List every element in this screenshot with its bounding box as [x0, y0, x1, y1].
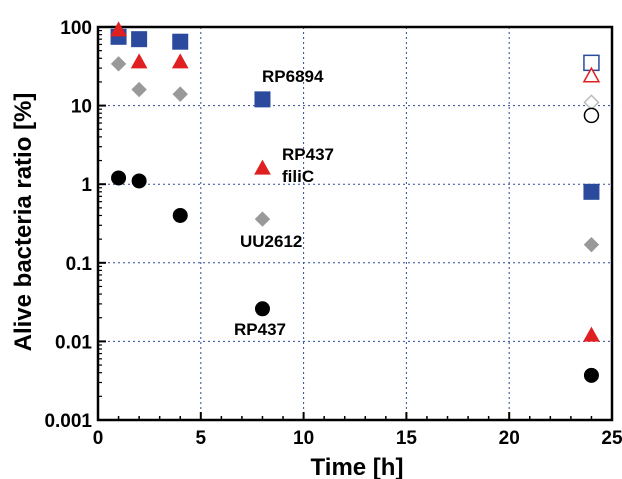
- x-tick-label: 20: [499, 428, 520, 449]
- annotation-rp437-upper: RP437: [282, 145, 334, 164]
- x-tick-label: 25: [601, 428, 622, 449]
- data-point-square: [583, 183, 600, 200]
- x-tick-label: 5: [196, 428, 207, 449]
- y-tick-label: 0.001: [44, 411, 92, 432]
- grid: [98, 27, 612, 420]
- data-point-circle: [254, 301, 270, 317]
- data-point-circle-open: [583, 107, 600, 124]
- x-tick-labels: 0 5 10 15 20 25: [93, 428, 622, 449]
- data-point-diamond: [172, 86, 188, 102]
- y-axis-title: Alive bacteria ratio [%]: [10, 93, 37, 352]
- x-tick-label: 10: [293, 428, 314, 449]
- data-point-diamond: [131, 81, 147, 98]
- data-point-triangle: [130, 53, 148, 69]
- data-point-circle: [172, 207, 188, 223]
- data-point-diamond: [254, 211, 271, 227]
- x-tick-label: 15: [396, 428, 418, 449]
- data-point-square: [131, 31, 148, 48]
- data-point-square: [254, 91, 271, 108]
- data-point-triangle: [254, 159, 271, 175]
- y-tick-label: 0.1: [66, 254, 93, 275]
- y-tick-label: 1: [81, 175, 92, 196]
- data-point-circle: [131, 173, 147, 189]
- data-point-circle: [111, 170, 127, 186]
- data-point-square: [172, 33, 189, 50]
- data-point-diamond: [583, 236, 600, 253]
- annotation-rp437-lower: RP437: [234, 320, 286, 339]
- data-point-triangle: [171, 53, 189, 69]
- data-point-circle: [583, 367, 599, 383]
- data-markers: [110, 21, 601, 383]
- x-axis-title: Time [h]: [311, 454, 404, 479]
- plot-frame: [96, 25, 614, 422]
- y-tick-label: 0.01: [55, 332, 92, 353]
- y-tick-label: 100: [60, 18, 92, 39]
- y-tick-labels: 0.001 0.01 0.1 1 10 100: [44, 18, 92, 432]
- data-point-triangle-open: [582, 66, 601, 83]
- data-point-triangle: [583, 326, 600, 342]
- annotation-rp6894: RP6894: [262, 67, 324, 86]
- y-tick-label: 10: [71, 97, 92, 118]
- data-point-diamond: [110, 56, 127, 72]
- axis-ticks: [97, 26, 613, 421]
- x-tick-label: 0: [93, 428, 104, 449]
- annotation-filic: filiC: [282, 167, 314, 186]
- data-point-triangle: [110, 21, 127, 37]
- annotation-uu2612: UU2612: [240, 232, 302, 251]
